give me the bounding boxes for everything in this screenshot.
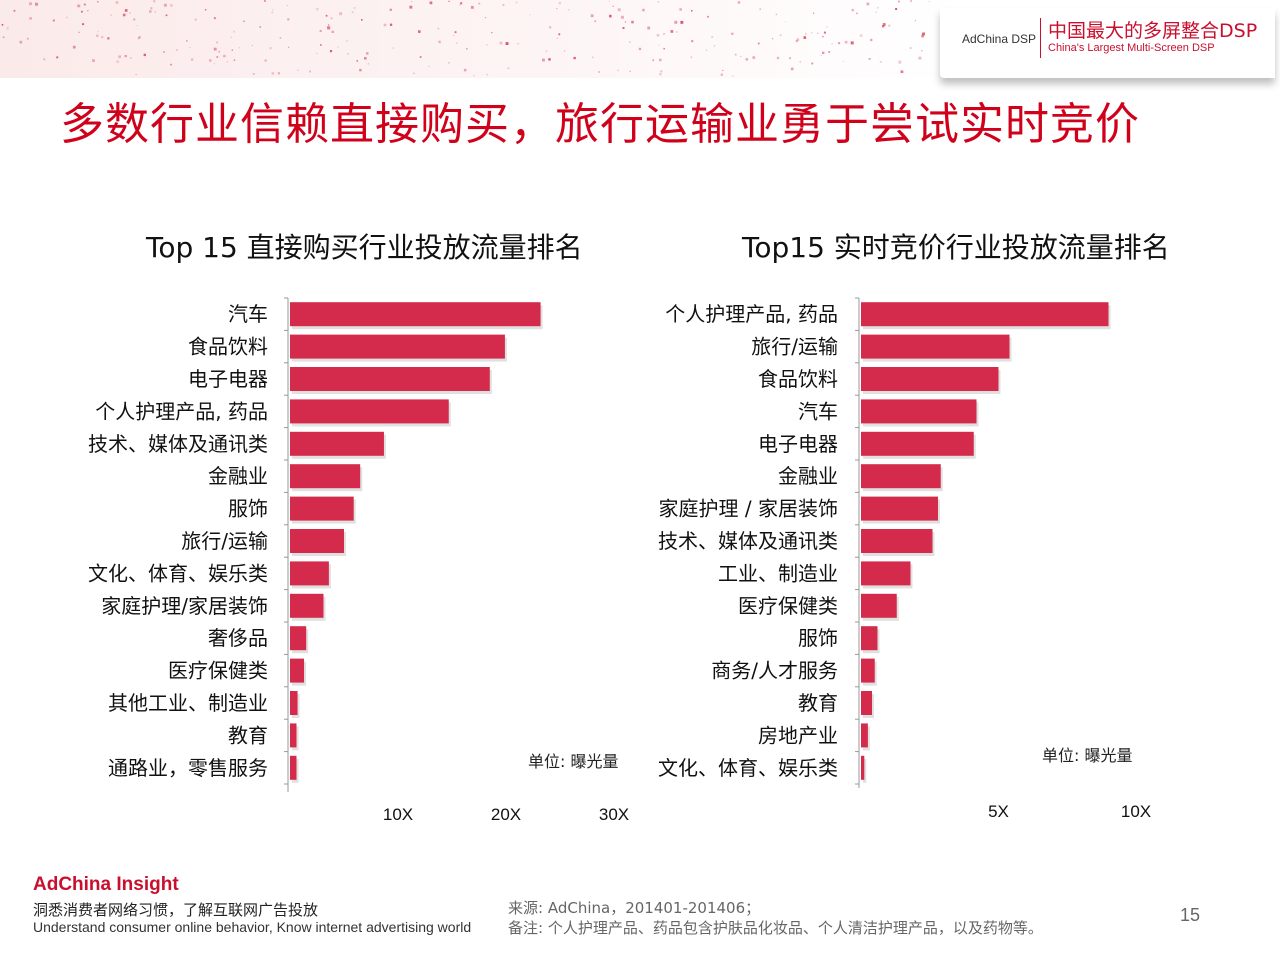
brand-title: 中国最大的多屏整合DSP bbox=[1048, 20, 1258, 42]
category-label: 电子电器 bbox=[758, 432, 838, 456]
bar bbox=[861, 755, 865, 780]
category-label: 文化、体育、娱乐类 bbox=[88, 561, 268, 585]
bar bbox=[290, 334, 505, 359]
bar bbox=[861, 529, 933, 553]
category-label: 金融业 bbox=[778, 464, 838, 488]
x-tick-label: 30X bbox=[599, 805, 629, 824]
bar bbox=[861, 367, 999, 391]
category-label: 旅行/运输 bbox=[181, 529, 268, 553]
unit-label-rtb: 单位: 曝光量 bbox=[1042, 746, 1133, 765]
bar-shadow bbox=[863, 758, 867, 783]
bar bbox=[290, 593, 324, 618]
bar bbox=[290, 367, 490, 391]
source-text: 来源: AdChina，201401-201406； bbox=[508, 899, 761, 917]
bar bbox=[861, 431, 974, 456]
bar bbox=[290, 529, 344, 553]
bar bbox=[290, 399, 449, 424]
category-label: 房地产业 bbox=[758, 723, 838, 747]
page-title: 多数行业信赖直接购买，旅行运输业勇于尝试实时竞价 bbox=[60, 99, 1140, 150]
category-label: 技术、媒体及通讯类 bbox=[658, 529, 838, 553]
x-tick-label: 20X bbox=[491, 805, 521, 824]
category-label: 食品饮料 bbox=[758, 367, 838, 391]
bar bbox=[861, 399, 977, 424]
bar bbox=[290, 561, 329, 586]
category-label: 家庭护理 / 家居装饰 bbox=[659, 497, 838, 521]
brand-small: AdChina DSP bbox=[962, 32, 1037, 46]
bar bbox=[290, 755, 297, 780]
x-tick-label: 10X bbox=[1121, 802, 1151, 821]
category-label: 工业、制造业 bbox=[718, 561, 838, 585]
x-tick-label: 5X bbox=[988, 802, 1009, 821]
category-label: 其他工业、制造业 bbox=[108, 691, 268, 715]
bar bbox=[861, 593, 897, 618]
category-label: 家庭护理/家居装饰 bbox=[101, 594, 268, 618]
bar bbox=[290, 658, 305, 683]
category-label: 汽车 bbox=[228, 302, 268, 326]
brand-divider bbox=[1040, 18, 1041, 58]
category-label: 技术、媒体及通讯类 bbox=[88, 432, 268, 456]
bar bbox=[861, 302, 1109, 327]
bar bbox=[290, 691, 298, 715]
note-text: 备注: 个人护理产品、药品包含护肤品化妆品、个人清洁护理产品，以及药物等。 bbox=[508, 919, 1043, 937]
category-label: 医疗保健类 bbox=[168, 659, 268, 683]
decorative-dots bbox=[1, 0, 930, 77]
bar bbox=[290, 723, 297, 748]
footer-logo: AdChina Insight bbox=[33, 874, 179, 895]
category-label: 汽车 bbox=[798, 399, 838, 423]
category-label: 奢侈品 bbox=[208, 626, 268, 650]
page-number: 15 bbox=[1180, 905, 1201, 925]
brand-box: AdChina DSP 中国最大的多屏整合DSP China's Largest… bbox=[940, 8, 1275, 78]
category-label: 服饰 bbox=[798, 626, 838, 650]
category-label: 电子电器 bbox=[188, 367, 268, 391]
bar bbox=[290, 464, 361, 489]
bar bbox=[290, 302, 541, 327]
bar bbox=[861, 658, 875, 683]
category-label: 商务/人才服务 bbox=[711, 659, 838, 683]
category-label: 个人护理产品, 药品 bbox=[665, 302, 838, 326]
x-tick-label: 10X bbox=[383, 805, 413, 824]
category-label: 旅行/运输 bbox=[751, 335, 838, 359]
bar bbox=[861, 561, 911, 586]
category-label: 教育 bbox=[798, 691, 838, 715]
footer-slogan-cn: 洞悉消费者网络习惯，了解互联网广告投放 bbox=[33, 901, 319, 919]
brand-subtitle: China's Largest Multi-Screen DSP bbox=[1048, 42, 1215, 54]
chart-title-rtb: Top15 实时竞价行业投放流量排名 bbox=[742, 231, 1170, 264]
bar bbox=[290, 626, 307, 651]
category-label: 教育 bbox=[228, 723, 268, 747]
bar bbox=[290, 496, 354, 521]
category-label: 文化、体育、娱乐类 bbox=[658, 756, 838, 780]
category-label: 通路业，零售服务 bbox=[108, 756, 268, 780]
category-label: 食品饮料 bbox=[188, 335, 268, 359]
category-label: 医疗保健类 bbox=[738, 594, 838, 618]
bar bbox=[861, 626, 878, 651]
bar bbox=[861, 464, 941, 489]
bar bbox=[861, 691, 872, 715]
chart-title-direct: Top 15 直接购买行业投放流量排名 bbox=[146, 231, 583, 264]
bar bbox=[861, 496, 938, 521]
unit-label-direct: 单位: 曝光量 bbox=[528, 752, 619, 771]
bar bbox=[861, 723, 868, 748]
footer-slogan-en: Understand consumer online behavior, Kno… bbox=[33, 919, 472, 935]
bar bbox=[861, 334, 1010, 359]
category-label: 服饰 bbox=[228, 497, 268, 521]
category-label: 个人护理产品, 药品 bbox=[95, 399, 268, 423]
bar bbox=[290, 431, 384, 456]
category-label: 金融业 bbox=[208, 464, 268, 488]
